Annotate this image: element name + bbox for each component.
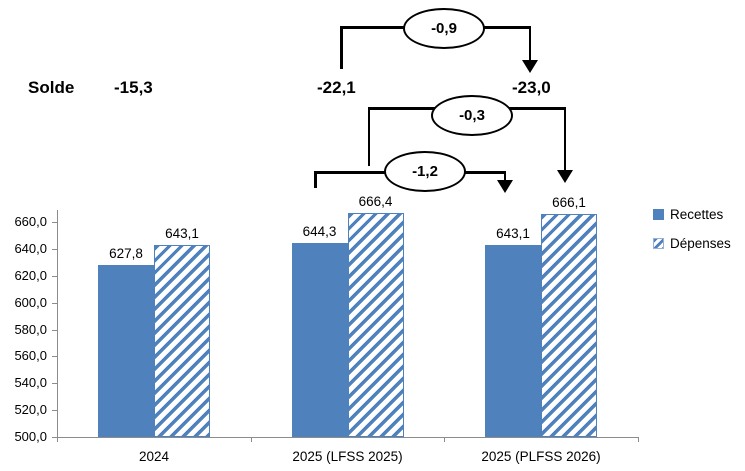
y-tick-label: 520,0: [14, 402, 47, 418]
bar-recettes-3: [485, 245, 541, 437]
y-axis-tick: [52, 437, 57, 438]
y-tick-label: 500,0: [14, 429, 47, 444]
x-axis-tick: [638, 437, 639, 442]
legend-item-recettes: Recettes: [653, 207, 731, 222]
y-axis-tick: [52, 330, 57, 331]
solde-value-2025-lfss: -22,1: [317, 78, 356, 97]
bracket1-right-line: [528, 26, 531, 62]
bar-recettes-1: [98, 265, 154, 437]
legend-label-recettes: Recettes: [670, 207, 724, 222]
x-axis-tick: [251, 437, 252, 442]
bar-value-label: 666,4: [358, 194, 393, 209]
bracket3-arrow-icon: [497, 180, 513, 193]
delta-badge-2: -0,3: [431, 95, 513, 136]
bracket3-right-line: [503, 171, 506, 181]
x-category-label: 2025 (LFSS 2025): [292, 449, 403, 464]
y-tick-label: 560,0: [14, 348, 47, 364]
solde-value-2025-plfss: -23,0: [512, 78, 551, 97]
y-tick-label: 660,0: [14, 214, 47, 229]
bracket2-left-line: [367, 107, 370, 166]
delta-value-3: -1,2: [412, 163, 438, 180]
x-axis-tick: [444, 437, 445, 442]
y-axis-line: [57, 210, 58, 438]
legend-label-depenses: Dépenses: [670, 236, 731, 251]
y-tick-label: 540,0: [14, 375, 47, 391]
bar-value-label: 666,1: [552, 195, 586, 210]
solde-value-2024: -15,3: [114, 78, 153, 97]
recettes-swatch-icon: [653, 209, 664, 220]
bar-dépenses-3: [541, 214, 597, 437]
y-axis-tick: [52, 249, 57, 250]
delta-value-1: -0,9: [431, 20, 457, 37]
y-tick-label: 620,0: [14, 267, 47, 283]
bracket2-right-line: [563, 107, 566, 171]
x-category-label: 2025 (PLFSS 2026): [481, 449, 601, 464]
legend-item-depenses: Dépenses: [653, 236, 731, 251]
delta-value-2: -0,3: [459, 107, 485, 124]
chart-legend: Recettes Dépenses: [653, 207, 731, 251]
bar-value-label: 643,1: [165, 226, 199, 241]
x-category-label: 2024: [138, 449, 170, 464]
y-axis-tick: [52, 276, 57, 277]
bar-value-label: 643,1: [496, 226, 530, 241]
y-tick-label: 640,0: [14, 240, 47, 256]
y-axis-tick: [52, 410, 57, 411]
depenses-swatch-icon: [653, 238, 664, 249]
bar-value-label: 627,8: [109, 246, 143, 261]
bracket1-arrow-icon: [522, 60, 538, 73]
bar-dépenses-2: [347, 213, 404, 437]
y-axis-tick: [52, 356, 57, 357]
bar-dépenses-1: [154, 245, 210, 437]
delta-badge-1: -0,9: [403, 8, 485, 49]
bracket1-left-line: [340, 26, 343, 69]
y-tick-label: 600,0: [14, 294, 47, 310]
x-axis-tick: [57, 437, 58, 442]
y-axis-tick: [52, 383, 57, 384]
bar-value-label: 644,3: [302, 224, 337, 239]
bar-recettes-2: [291, 243, 348, 437]
bracket3-left-line: [314, 171, 317, 188]
delta-badge-3: -1,2: [384, 151, 466, 192]
y-axis-tick: [52, 303, 57, 304]
x-axis-line: [57, 437, 639, 438]
bracket2-arrow-icon: [557, 170, 573, 183]
y-axis-tick: [52, 222, 57, 223]
solde-label: Solde: [28, 78, 75, 97]
y-tick-label: 580,0: [14, 321, 47, 337]
